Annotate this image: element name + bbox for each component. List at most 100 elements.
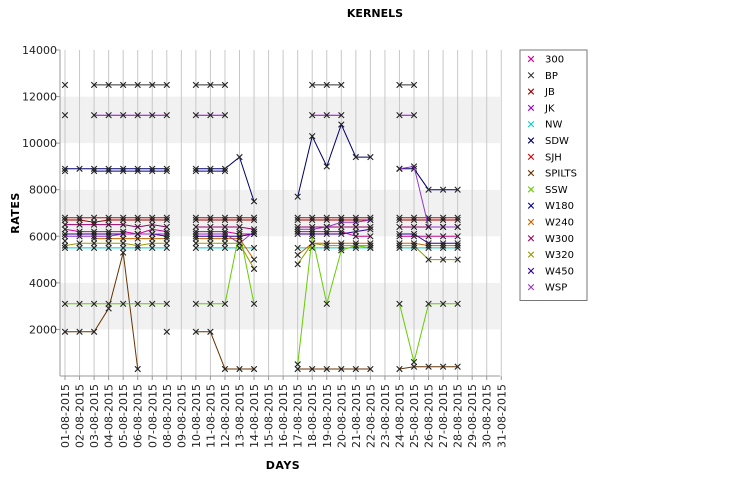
x-tick-label: 09-08-2015 (175, 384, 188, 448)
y-tick-label: 14000 (22, 44, 57, 57)
data-point-spilts (352, 365, 360, 373)
legend-item-jb: JB (527, 87, 555, 98)
data-point-sjh (163, 214, 170, 221)
data-point-sjh (61, 214, 69, 221)
data-point-w450 (323, 230, 330, 238)
data-point-w320 (207, 240, 214, 247)
x-tick-label: 17-08-2015 (292, 384, 305, 448)
data-point-sjh (192, 214, 200, 221)
data-point-jk (338, 112, 345, 119)
data-point-w300 (90, 221, 98, 228)
data-point-300 (439, 233, 447, 240)
x-tick-label: 23-08-2015 (379, 384, 392, 448)
data-point-jk (90, 112, 98, 119)
data-point-w300 (76, 221, 83, 228)
data-point-w320 (90, 240, 98, 247)
x-tick-label: 27-08-2015 (437, 384, 450, 448)
legend-marker (527, 153, 535, 160)
data-point-ssw (134, 300, 141, 308)
series-sdw (61, 121, 461, 205)
data-point-spilts (309, 365, 316, 373)
data-point-sdw (309, 132, 316, 140)
data-point-w240 (294, 251, 301, 259)
data-point-sdw (323, 163, 330, 170)
data-point-bp (309, 81, 316, 89)
data-point-wsp (105, 233, 112, 240)
data-point-w180 (192, 167, 200, 175)
data-point-spilts (338, 365, 345, 373)
legend-marker (527, 251, 535, 258)
data-point-wsp (192, 230, 200, 238)
data-point-bp (396, 81, 403, 89)
data-point-w450 (454, 240, 461, 247)
data-point-w450 (439, 240, 447, 247)
data-point-wsp (323, 223, 330, 231)
data-point-sjh (105, 214, 112, 221)
data-point-nw (90, 244, 98, 252)
data-point-spilts (134, 365, 141, 373)
data-point-spilts (221, 365, 229, 373)
data-point-w320 (454, 256, 461, 263)
data-point-w300 (396, 223, 403, 231)
data-point-jk (309, 112, 316, 119)
data-point-w320 (105, 240, 112, 247)
x-tick-label: 26-08-2015 (423, 384, 436, 448)
data-point-wsp (352, 219, 360, 226)
plot-background-bands (60, 50, 500, 376)
x-tick-label: 02-08-2015 (74, 384, 87, 448)
data-point-sjh (396, 214, 403, 221)
legend-label: W240 (545, 218, 574, 229)
data-point-w320 (352, 242, 360, 249)
x-tick-label: 07-08-2015 (146, 384, 159, 448)
data-point-ssw (338, 247, 345, 254)
data-point-jk (163, 112, 170, 119)
data-point-w450 (338, 230, 345, 238)
data-point-w180 (134, 167, 141, 175)
data-point-w180 (61, 167, 69, 175)
data-point-spilts (105, 305, 112, 312)
legend-marker (527, 186, 535, 193)
data-point-ssw (163, 300, 170, 308)
data-point-sjh (76, 214, 83, 221)
legend-marker (527, 72, 535, 79)
data-point-bp (134, 81, 141, 89)
data-point-sdw (76, 165, 83, 172)
data-point-ssw (294, 361, 301, 368)
series-spilts (61, 249, 461, 373)
data-point-300 (149, 226, 156, 233)
legend-label: SDW (545, 136, 569, 147)
data-point-w300 (134, 223, 141, 231)
data-point-w320 (221, 240, 229, 247)
data-point-w320 (149, 240, 156, 247)
legend-item-nw: NW (527, 120, 562, 131)
data-point-jk (149, 112, 156, 119)
data-point-sdw (61, 165, 69, 172)
legend-marker (527, 55, 535, 63)
series-wsp (61, 163, 461, 247)
data-point-w240 (119, 235, 127, 242)
data-point-bp (119, 81, 127, 89)
data-point-bp (323, 81, 330, 89)
data-point-bp (192, 81, 200, 89)
data-point-w320 (119, 240, 127, 247)
data-point-ssw (454, 300, 461, 308)
data-point-wsp (119, 230, 127, 238)
legend-label: NW (545, 120, 562, 131)
legend-marker (527, 284, 535, 291)
data-point-bp (207, 81, 214, 89)
data-point-w240 (250, 256, 258, 263)
data-point-nw (250, 244, 258, 252)
legend-item-sdw: SDW (527, 136, 569, 147)
data-point-jk (192, 112, 200, 119)
x-tick-label: 22-08-2015 (364, 384, 377, 448)
data-point-w180 (221, 167, 229, 175)
data-point-w240 (61, 237, 69, 245)
x-tick-label: 15-08-2015 (263, 384, 276, 448)
data-point-bp (163, 81, 170, 89)
x-tick-label: 01-08-2015 (59, 384, 72, 448)
data-point-spilts (236, 365, 243, 373)
data-point-ssw (192, 300, 200, 308)
data-point-sdw (454, 186, 461, 193)
legend-label: SSW (545, 185, 568, 196)
data-point-w300 (119, 221, 127, 228)
